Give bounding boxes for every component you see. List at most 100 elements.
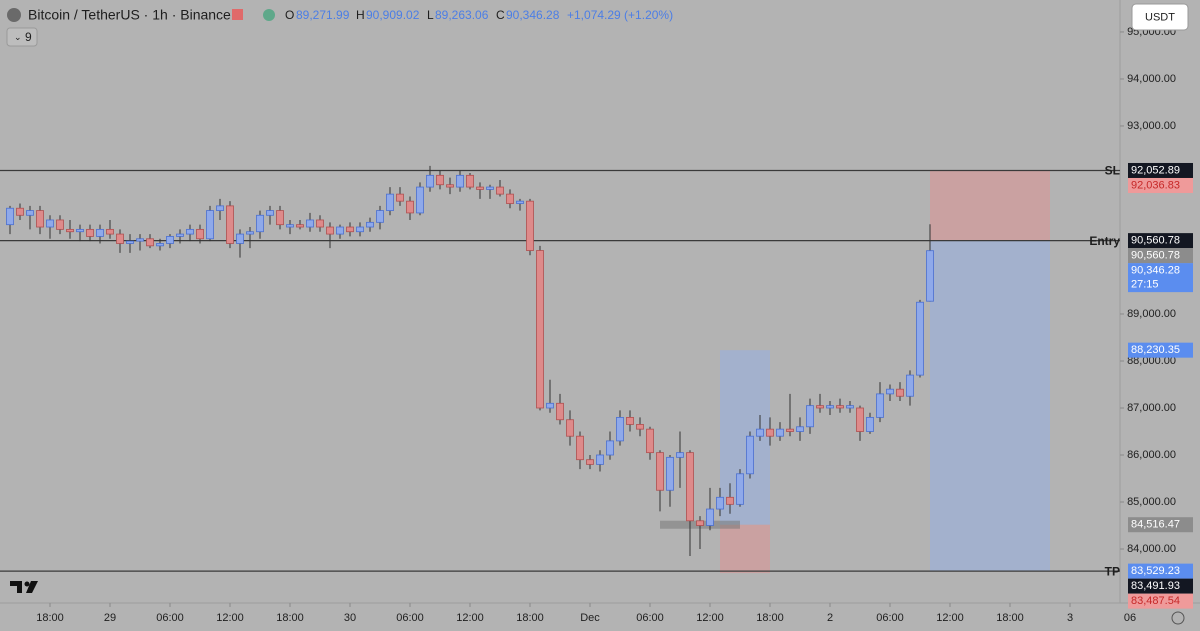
- candle-body: [736, 473, 744, 505]
- candle-body: [46, 219, 54, 228]
- candle-body: [66, 228, 74, 233]
- candle-body: [406, 200, 414, 214]
- stop-zone: [720, 524, 770, 574]
- ohlc-low: 89,263.06: [435, 8, 489, 22]
- candle-body: [876, 393, 884, 418]
- level-label: SL: [1105, 164, 1120, 178]
- x-tick-label: 18:00: [276, 612, 304, 624]
- x-tick-label: 06:00: [876, 612, 904, 624]
- ohlc-h: H: [356, 8, 365, 22]
- candle-body: [366, 221, 374, 228]
- candle-body: [236, 233, 244, 244]
- candle-body: [346, 226, 354, 233]
- candle-body: [766, 428, 774, 437]
- candle-body: [146, 238, 154, 247]
- logo-dot: [24, 581, 30, 587]
- candle-body: [396, 193, 404, 202]
- price-label: 88,230.35: [1131, 344, 1180, 356]
- stop-zone: [930, 170, 1050, 241]
- ohlc-open: 89,271.99: [296, 8, 350, 22]
- candle-body: [106, 228, 114, 235]
- price-label: 83,529.23: [1131, 565, 1180, 577]
- candle-body: [416, 186, 424, 214]
- candle-body: [186, 228, 194, 235]
- logo-mark: [10, 581, 22, 593]
- x-tick-label: 3: [1067, 612, 1073, 624]
- candle-body: [266, 210, 274, 216]
- candle-body: [86, 228, 94, 237]
- logo: [10, 581, 38, 593]
- price-label: 83,491.93: [1131, 580, 1180, 592]
- axes: 95,000.00 94,000.00 93,000.00 89,000.00 88,0…: [36, 26, 1193, 624]
- x-tick-label: 29: [104, 612, 116, 624]
- candle-body: [56, 219, 64, 230]
- settings-icon[interactable]: [1171, 611, 1185, 625]
- x-tick-label: 30: [344, 612, 356, 624]
- candle-body: [376, 210, 384, 223]
- market-status: [232, 9, 243, 20]
- symbol-icon: [7, 8, 21, 22]
- candle-body: [356, 226, 364, 233]
- x-tick-label: 18:00: [36, 612, 64, 624]
- price-label-box: [1128, 233, 1193, 249]
- price-label: 84,516.47: [1131, 519, 1180, 531]
- candle-body: [246, 231, 254, 235]
- y-tick-label: 93,000.00: [1127, 120, 1176, 132]
- candle-body: [316, 219, 324, 228]
- candle-body: [706, 508, 714, 526]
- candle-body: [596, 454, 604, 465]
- candle-body: [6, 207, 14, 226]
- price-label-box: [1128, 517, 1193, 533]
- price-label-box: [1128, 578, 1193, 594]
- candle-body: [216, 205, 224, 211]
- candle-body: [746, 435, 754, 475]
- x-tick-label: 06:00: [156, 612, 184, 624]
- candle-body: [656, 452, 664, 491]
- currency-button[interactable]: [1131, 3, 1189, 31]
- price-label: 90,346.28: [1131, 265, 1180, 277]
- candle-body: [606, 440, 614, 456]
- candle-body: [166, 236, 174, 244]
- candle-body: [296, 224, 304, 228]
- candle-body: [546, 402, 554, 409]
- candle-body: [716, 496, 724, 510]
- price-label-box: [1128, 342, 1193, 358]
- y-tick-label: 85,000.00: [1127, 496, 1176, 508]
- x-tick-label: 12:00: [936, 612, 964, 624]
- candle-body: [666, 456, 674, 491]
- candle-body: [536, 250, 544, 409]
- x-tick-label: 06:00: [396, 612, 424, 624]
- indicators-toggle[interactable]: [6, 27, 38, 47]
- candle-body: [806, 405, 814, 428]
- candle-body: [836, 405, 844, 409]
- candle-body: [556, 402, 564, 421]
- y-tick-label: 84,000.00: [1127, 543, 1176, 555]
- ohlc-c: C: [496, 8, 505, 22]
- candle-body: [566, 419, 574, 437]
- candle-body: [776, 428, 784, 437]
- y-tick-label: 95,000.00: [1127, 26, 1176, 38]
- price-label: 92,052.89: [1131, 164, 1180, 176]
- live-status: [263, 9, 275, 21]
- x-tick-label: 06: [1124, 612, 1136, 624]
- candle-body: [436, 174, 444, 186]
- candle-body: [446, 184, 454, 188]
- candle-body: [726, 496, 734, 505]
- candle-body: [646, 428, 654, 454]
- x-tick-label: 06:00: [636, 612, 664, 624]
- candle-body: [226, 205, 234, 244]
- candle-body: [896, 388, 904, 397]
- y-tick-label: 87,000.00: [1127, 402, 1176, 414]
- x-tick-label: 18:00: [516, 612, 544, 624]
- candle-body: [286, 224, 294, 228]
- countdown: 27:15: [1131, 279, 1159, 291]
- candle-body: [466, 174, 474, 188]
- candle-body: [16, 207, 24, 216]
- x-tick-label: 12:00: [696, 612, 724, 624]
- candle-body: [486, 186, 494, 190]
- candle-body: [886, 388, 894, 395]
- ohlc-change: +1,074.29 (+1.20%): [567, 8, 673, 22]
- candle-body: [856, 407, 864, 432]
- candle-body: [386, 193, 394, 211]
- ohlc-o: O: [285, 8, 294, 22]
